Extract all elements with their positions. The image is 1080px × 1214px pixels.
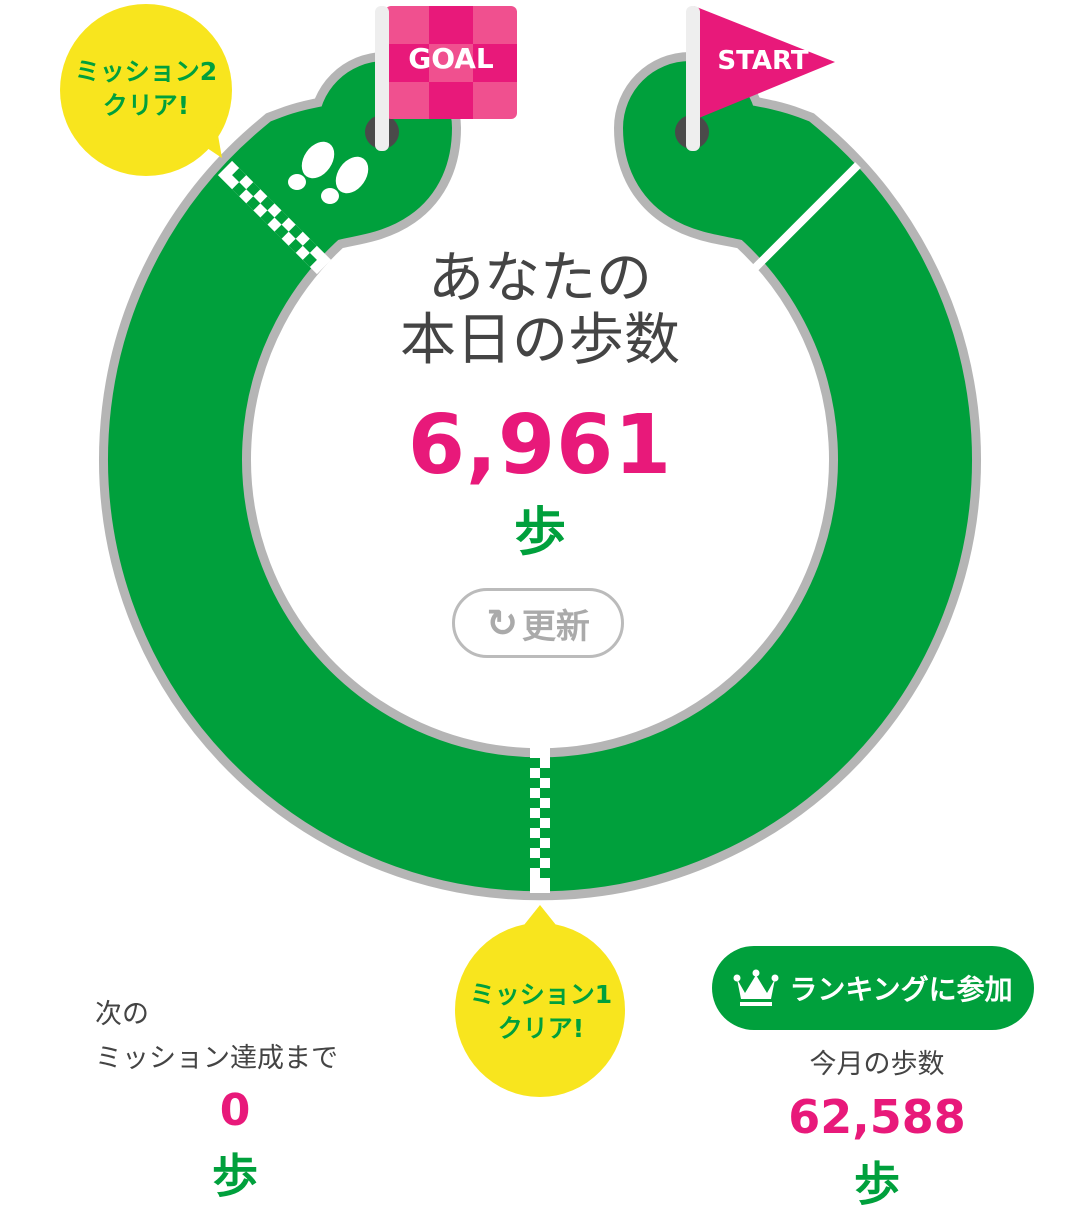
- today-steps-unit: 歩: [513, 503, 567, 563]
- title-line1: あなたの: [428, 246, 652, 311]
- next-mission-label-line1: 次の: [95, 999, 149, 1030]
- mission1-checkered-line: [530, 748, 550, 893]
- goal-flag-icon: [375, 6, 517, 151]
- start-line: [752, 162, 861, 271]
- refresh-button[interactable]: ↻ 更新: [452, 588, 624, 658]
- mission2-bubble: [60, 4, 232, 176]
- monthly-steps-unit: 歩: [854, 1157, 900, 1211]
- join-ranking-label: ランキングに参加: [789, 973, 1013, 1006]
- monthly-steps-value: 62,588: [788, 1090, 966, 1144]
- mission1-bubble-text: ミッション1 クリア!: [455, 978, 627, 1046]
- mission1-bubble-line2: クリア!: [497, 1014, 585, 1043]
- footprints-icon: [288, 141, 369, 204]
- goal-flag-label: GOAL: [408, 42, 494, 75]
- monthly-steps-label: 今月の歩数: [809, 1049, 945, 1080]
- start-flag-label: START: [717, 46, 809, 76]
- start-flag-icon: [686, 6, 835, 151]
- next-mission-steps: 0: [219, 1085, 251, 1136]
- mission2-checkered-line: [217, 160, 332, 275]
- title-line2: 本日の歩数: [400, 308, 680, 373]
- mission2-bubble-text: ミッション2 クリア!: [60, 55, 232, 123]
- today-steps-title: あなたの 本日の歩数: [400, 248, 680, 372]
- mission2-bubble-line1: ミッション2: [74, 57, 218, 86]
- mission2-bubble-line2: クリア!: [102, 91, 190, 120]
- refresh-icon: ↻: [486, 601, 518, 645]
- next-mission-unit: 歩: [212, 1149, 258, 1203]
- next-mission-label: 次の ミッション達成まで: [95, 993, 338, 1081]
- today-steps-value: 6,961: [407, 398, 673, 493]
- mission1-bubble-line1: ミッション1: [469, 980, 613, 1009]
- mission1-bubble: [455, 905, 625, 1097]
- crown-icon: [733, 969, 779, 1006]
- join-ranking-button[interactable]: ランキングに参加: [712, 946, 1034, 1030]
- next-mission-label-line2: ミッション達成まで: [95, 1043, 338, 1074]
- refresh-label: 更新: [521, 606, 590, 647]
